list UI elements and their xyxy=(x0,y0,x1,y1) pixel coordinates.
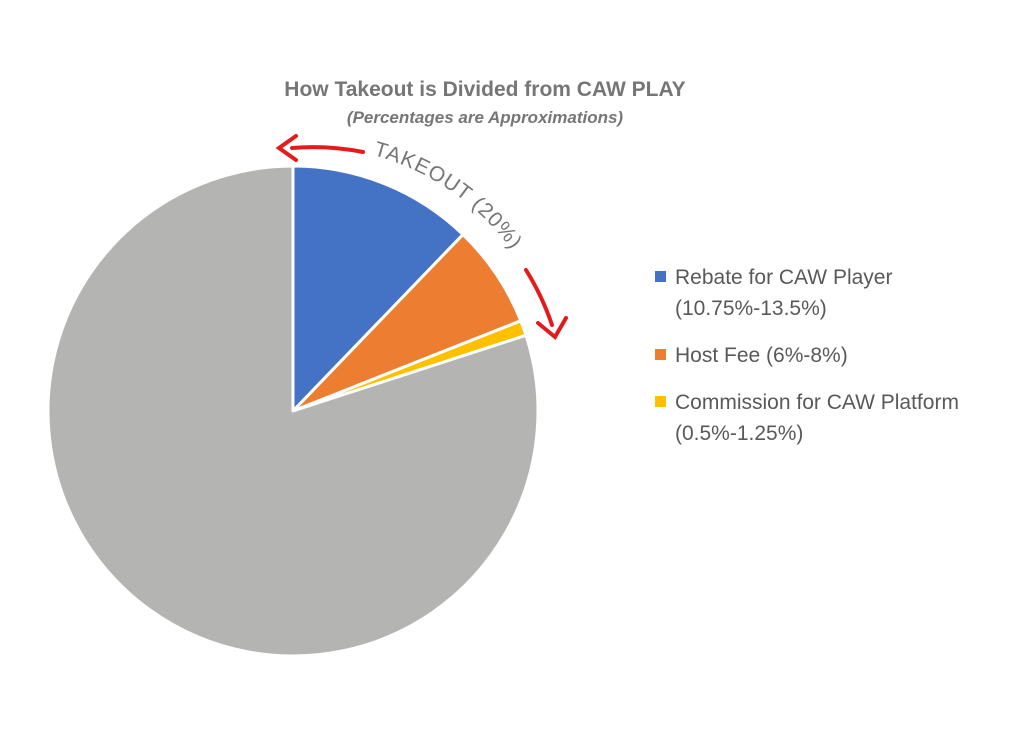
legend-swatch-commission xyxy=(655,396,666,407)
legend-label-rebate: Rebate for CAW Player (10.75%-13.5%) xyxy=(675,266,893,320)
takeout-arrow-left-head xyxy=(275,134,298,162)
legend: Rebate for CAW Player (10.75%-13.5%) Hos… xyxy=(655,262,1015,465)
pie-slice-remainder xyxy=(46,164,540,658)
takeout-arrow-left-line xyxy=(290,145,365,154)
pie-slice-rebate xyxy=(291,164,465,413)
pie-slice-host-fee xyxy=(291,233,523,413)
chart-title: How Takeout is Divided from CAW PLAY xyxy=(284,78,686,101)
legend-label-host-fee: Host Fee (6%-8%) xyxy=(675,344,848,367)
legend-swatch-rebate xyxy=(655,271,666,282)
legend-item-rebate: Rebate for CAW Player (10.75%-13.5%) xyxy=(655,262,1015,324)
takeout-arrow-right-line xyxy=(524,268,554,327)
legend-label-commission: Commission for CAW Platform (0.5%-1.25%) xyxy=(675,391,959,445)
legend-swatch-host-fee xyxy=(655,349,666,360)
legend-item-host-fee: Host Fee (6%-8%) xyxy=(655,340,1015,371)
chart-subtitle: (Percentages are Approximations) xyxy=(346,108,624,127)
pie-slices xyxy=(46,164,540,658)
takeout-arrow-right-head xyxy=(536,316,568,341)
legend-item-commission: Commission for CAW Platform (0.5%-1.25%) xyxy=(655,387,1015,449)
takeout-arrow xyxy=(275,134,568,341)
